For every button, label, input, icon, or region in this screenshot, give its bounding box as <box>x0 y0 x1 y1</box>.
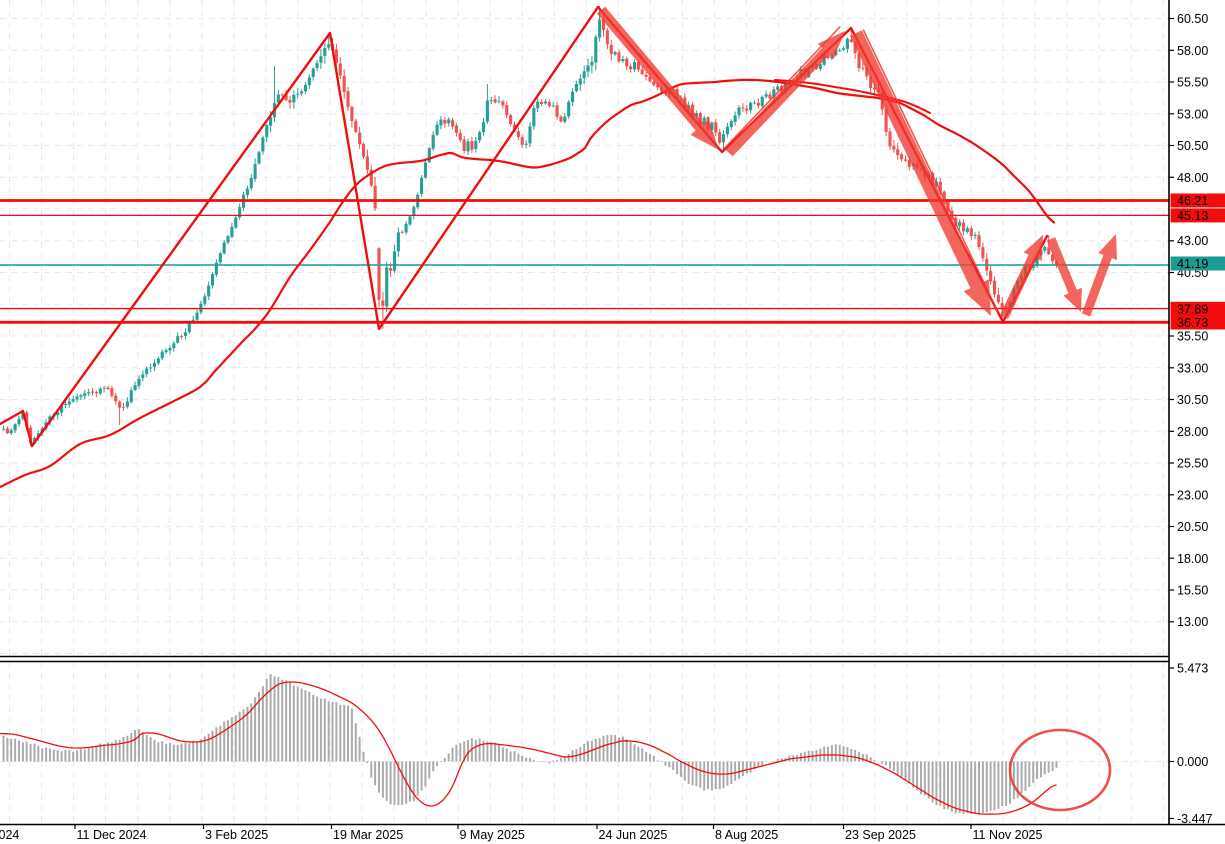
svg-text:23 Sep 2025: 23 Sep 2025 <box>845 828 916 842</box>
svg-text:9 May 2025: 9 May 2025 <box>460 828 525 842</box>
svg-text:20.50: 20.50 <box>1177 520 1208 534</box>
svg-text:55.50: 55.50 <box>1177 76 1208 90</box>
svg-text:19 Mar 2025: 19 Mar 2025 <box>333 828 403 842</box>
svg-text:60.50: 60.50 <box>1177 12 1208 26</box>
svg-text:53.00: 53.00 <box>1177 107 1208 121</box>
svg-text:8 Aug 2025: 8 Aug 2025 <box>715 828 778 842</box>
svg-text:3 Feb 2025: 3 Feb 2025 <box>205 828 268 842</box>
svg-text:11 Dec 2024: 11 Dec 2024 <box>77 828 147 842</box>
svg-text:46.21: 46.21 <box>1177 194 1208 208</box>
svg-text:13.00: 13.00 <box>1177 615 1208 629</box>
svg-text:11 Nov 2025: 11 Nov 2025 <box>973 828 1043 842</box>
svg-text:5.473: 5.473 <box>1177 662 1208 676</box>
svg-text:0.000: 0.000 <box>1177 755 1208 769</box>
svg-text:25.50: 25.50 <box>1177 457 1208 471</box>
svg-text:43.00: 43.00 <box>1177 234 1208 248</box>
svg-text:23.00: 23.00 <box>1177 488 1208 502</box>
svg-text:18.00: 18.00 <box>1177 552 1208 566</box>
svg-text:28.00: 28.00 <box>1177 425 1208 439</box>
svg-text:33.00: 33.00 <box>1177 361 1208 375</box>
svg-text:50.50: 50.50 <box>1177 139 1208 153</box>
svg-text:35.50: 35.50 <box>1177 330 1208 344</box>
svg-text:024: 024 <box>0 828 19 842</box>
svg-text:15.50: 15.50 <box>1177 584 1208 598</box>
svg-text:41.19: 41.19 <box>1177 257 1208 271</box>
svg-text:58.00: 58.00 <box>1177 44 1208 58</box>
svg-text:48.00: 48.00 <box>1177 171 1208 185</box>
svg-text:30.50: 30.50 <box>1177 393 1208 407</box>
svg-text:45.13: 45.13 <box>1177 209 1208 223</box>
svg-text:-3.447: -3.447 <box>1177 812 1212 826</box>
svg-text:36.73: 36.73 <box>1177 316 1208 330</box>
svg-text:24 Jun 2025: 24 Jun 2025 <box>599 828 668 842</box>
svg-text:37.89: 37.89 <box>1177 302 1208 316</box>
